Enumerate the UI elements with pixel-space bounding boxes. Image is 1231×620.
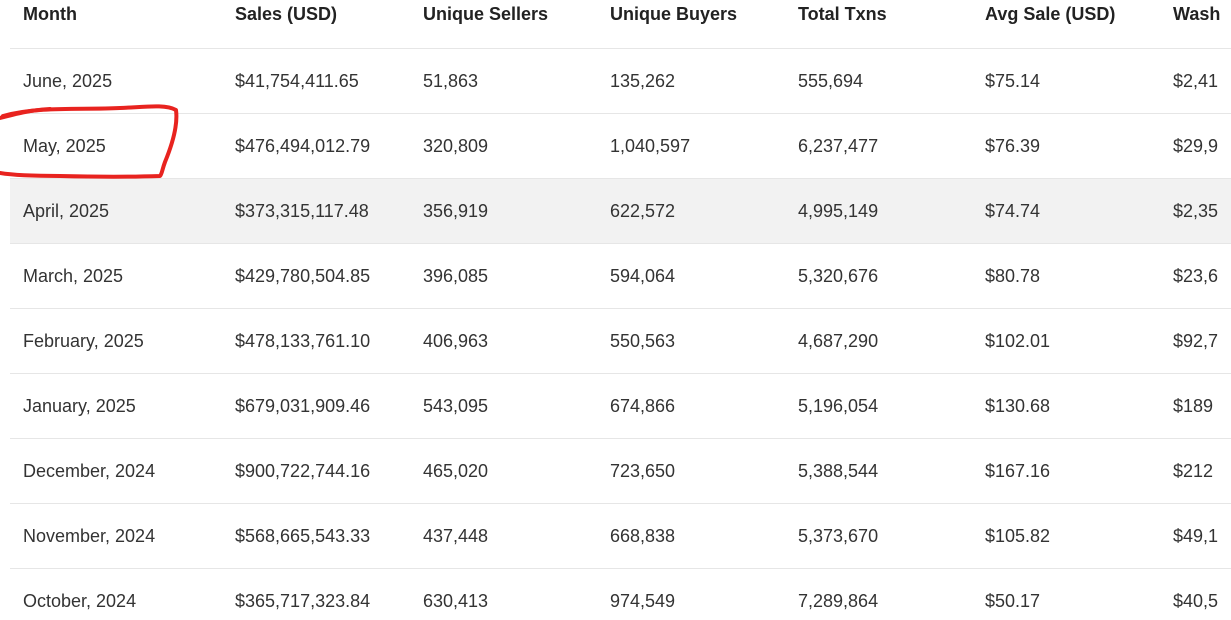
col-header-month[interactable]: Month — [10, 0, 222, 49]
table-header-row: Month Sales (USD) Unique Sellers Unique … — [10, 0, 1231, 49]
cell-avg-sale: $50.17 — [972, 568, 1160, 620]
table-row[interactable]: June, 2025 $41,754,411.65 51,863 135,262 555… — [10, 48, 1231, 114]
cell-unique-sellers: 465,020 — [410, 438, 597, 504]
col-header-wash[interactable]: Wash — [1160, 0, 1231, 49]
cell-total-txns: 7,289,864 — [785, 568, 972, 620]
cell-wash: $40,5 — [1160, 568, 1231, 620]
cell-sales: $365,717,323.84 — [222, 568, 410, 620]
cell-month: February, 2025 — [10, 308, 222, 374]
cell-avg-sale: $102.01 — [972, 308, 1160, 374]
table-row[interactable]: April, 2025 $373,315,117.48 356,919 622,572… — [10, 178, 1231, 244]
cell-avg-sale: $105.82 — [972, 503, 1160, 569]
cell-unique-sellers: 320,809 — [410, 113, 597, 179]
cell-month: October, 2024 — [10, 568, 222, 620]
table-body: June, 2025 $41,754,411.65 51,863 135,262 555… — [10, 48, 1231, 620]
cell-avg-sale: $167.16 — [972, 438, 1160, 504]
cell-month: June, 2025 — [10, 48, 222, 114]
cell-total-txns: 4,687,290 — [785, 308, 972, 374]
cell-total-txns: 5,320,676 — [785, 243, 972, 309]
cell-avg-sale: $75.14 — [972, 48, 1160, 114]
cell-unique-sellers: 356,919 — [410, 178, 597, 244]
table-container: Month Sales (USD) Unique Sellers Unique … — [10, 0, 1231, 620]
cell-wash: $92,7 — [1160, 308, 1231, 374]
cell-month: April, 2025 — [10, 178, 222, 244]
table-row[interactable]: October, 2024 $365,717,323.84 630,413 974,5… — [10, 568, 1231, 620]
monthly-sales-table: Month Sales (USD) Unique Sellers Unique … — [10, 0, 1231, 620]
cell-wash: $23,6 — [1160, 243, 1231, 309]
cell-wash: $2,41 — [1160, 48, 1231, 114]
cell-wash: $29,9 — [1160, 113, 1231, 179]
cell-unique-sellers: 396,085 — [410, 243, 597, 309]
cell-total-txns: 4,995,149 — [785, 178, 972, 244]
cell-month: May, 2025 — [10, 113, 222, 179]
cell-total-txns: 5,196,054 — [785, 373, 972, 439]
cell-total-txns: 5,373,670 — [785, 503, 972, 569]
cell-avg-sale: $74.74 — [972, 178, 1160, 244]
cell-wash: $49,1 — [1160, 503, 1231, 569]
table-row[interactable]: February, 2025 $478,133,761.10 406,963 550,… — [10, 308, 1231, 374]
col-header-avg-sale[interactable]: Avg Sale (USD) — [972, 0, 1160, 49]
cell-wash: $189 — [1160, 373, 1231, 439]
cell-unique-sellers: 406,963 — [410, 308, 597, 374]
cell-month: November, 2024 — [10, 503, 222, 569]
cell-sales: $900,722,744.16 — [222, 438, 410, 504]
cell-unique-buyers: 550,563 — [597, 308, 785, 374]
cell-unique-buyers: 974,549 — [597, 568, 785, 620]
cell-sales: $41,754,411.65 — [222, 48, 410, 114]
cell-wash: $2,35 — [1160, 178, 1231, 244]
col-header-sales[interactable]: Sales (USD) — [222, 0, 410, 49]
cell-sales: $478,133,761.10 — [222, 308, 410, 374]
cell-unique-sellers: 51,863 — [410, 48, 597, 114]
cell-avg-sale: $76.39 — [972, 113, 1160, 179]
cell-total-txns: 5,388,544 — [785, 438, 972, 504]
cell-unique-buyers: 1,040,597 — [597, 113, 785, 179]
cell-unique-buyers: 594,064 — [597, 243, 785, 309]
cell-sales: $373,315,117.48 — [222, 178, 410, 244]
cell-unique-sellers: 437,448 — [410, 503, 597, 569]
cell-sales: $679,031,909.46 — [222, 373, 410, 439]
cell-sales: $429,780,504.85 — [222, 243, 410, 309]
col-header-total-txns[interactable]: Total Txns — [785, 0, 972, 49]
cell-unique-buyers: 668,838 — [597, 503, 785, 569]
cell-unique-buyers: 674,866 — [597, 373, 785, 439]
cell-sales: $568,665,543.33 — [222, 503, 410, 569]
table-row[interactable]: May, 2025 $476,494,012.79 320,809 1,040,597… — [10, 113, 1231, 179]
table-row[interactable]: March, 2025 $429,780,504.85 396,085 594,064… — [10, 243, 1231, 309]
col-header-unique-sellers[interactable]: Unique Sellers — [410, 0, 597, 49]
table-row[interactable]: November, 2024 $568,665,543.33 437,448 668,… — [10, 503, 1231, 569]
cell-unique-sellers: 543,095 — [410, 373, 597, 439]
col-header-unique-buyers[interactable]: Unique Buyers — [597, 0, 785, 49]
cell-month: March, 2025 — [10, 243, 222, 309]
cell-wash: $212 — [1160, 438, 1231, 504]
cell-avg-sale: $130.68 — [972, 373, 1160, 439]
cell-total-txns: 6,237,477 — [785, 113, 972, 179]
cell-unique-sellers: 630,413 — [410, 568, 597, 620]
cell-month: January, 2025 — [10, 373, 222, 439]
cell-month: December, 2024 — [10, 438, 222, 504]
cell-unique-buyers: 622,572 — [597, 178, 785, 244]
cell-unique-buyers: 135,262 — [597, 48, 785, 114]
table-row[interactable]: January, 2025 $679,031,909.46 543,095 674,8… — [10, 373, 1231, 439]
cell-unique-buyers: 723,650 — [597, 438, 785, 504]
cell-total-txns: 555,694 — [785, 48, 972, 114]
cell-avg-sale: $80.78 — [972, 243, 1160, 309]
table-row[interactable]: December, 2024 $900,722,744.16 465,020 723,… — [10, 438, 1231, 504]
cell-sales: $476,494,012.79 — [222, 113, 410, 179]
